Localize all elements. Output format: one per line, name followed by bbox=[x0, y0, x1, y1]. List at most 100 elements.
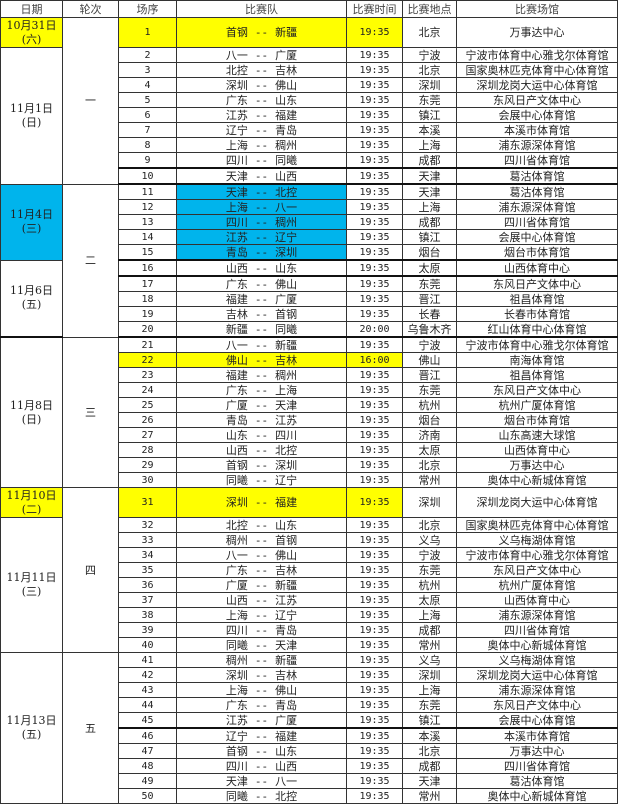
table-row: 9 四川 -- 同曦 19:35 成都 四川省体育馆 bbox=[1, 152, 618, 169]
home-team: 福建 bbox=[225, 368, 248, 382]
table-row: 11月1日 (日) 2 八一 -- 广厦 19:35 宁波 宁波市体育中心雅戈尔体育馆 bbox=[0, 47, 618, 185]
seq-cell: 45 bbox=[118, 712, 177, 729]
city-cell: 东莞 bbox=[402, 382, 457, 398]
city-cell: 晋江 bbox=[402, 367, 457, 383]
teams-cell: 广东 -- 上海 bbox=[176, 382, 347, 398]
seq-cell: 17 bbox=[118, 275, 177, 292]
header-teams: 比赛队 bbox=[176, 0, 347, 18]
date-label: 11月10日 bbox=[6, 488, 57, 502]
seq-cell: 21 bbox=[118, 336, 177, 353]
time-cell: 19:35 bbox=[346, 17, 403, 48]
city-cell: 成都 bbox=[402, 758, 457, 774]
date-label: 11月11日 bbox=[6, 571, 57, 584]
venue-cell: 葛沽体育馆 bbox=[456, 183, 618, 200]
teams-cell: 天津 -- 八一 bbox=[176, 773, 347, 789]
home-team: 天津 bbox=[225, 185, 248, 199]
venue-cell: 万事达中心 bbox=[456, 17, 618, 48]
table-row: 47 首钢 -- 山东 19:35 北京 万事达中心 bbox=[1, 743, 618, 759]
away-team: 首钢 bbox=[275, 307, 298, 321]
time-cell: 19:35 bbox=[346, 682, 403, 698]
time-cell: 19:35 bbox=[346, 667, 403, 683]
home-team: 天津 bbox=[225, 774, 248, 788]
home-team: 深圳 bbox=[225, 78, 248, 92]
venue-cell: 四川省体育馆 bbox=[456, 152, 618, 169]
away-team: 山东 bbox=[275, 744, 298, 758]
away-team: 佛山 bbox=[275, 548, 298, 562]
away-team: 江苏 bbox=[275, 413, 298, 427]
away-team: 佛山 bbox=[275, 277, 298, 291]
away-team: 北控 bbox=[275, 185, 298, 199]
seq-cell: 3 bbox=[118, 62, 177, 78]
time-cell: 19:35 bbox=[346, 788, 403, 804]
seq-cell: 5 bbox=[118, 92, 177, 108]
team-separator: -- bbox=[254, 713, 269, 727]
header-time: 比赛时间 bbox=[346, 0, 403, 18]
weekday-label: (日) bbox=[21, 115, 42, 129]
team-separator: -- bbox=[254, 774, 269, 788]
header-round: 轮次 bbox=[62, 0, 119, 18]
venue-cell: 浦东源深体育馆 bbox=[456, 682, 618, 698]
time-cell: 19:35 bbox=[346, 712, 403, 729]
home-team: 稠州 bbox=[225, 653, 248, 667]
city-cell: 镇江 bbox=[402, 229, 457, 245]
time-cell: 19:35 bbox=[346, 183, 403, 200]
date-label: 11月13日 bbox=[6, 714, 57, 727]
table-row: 27 山东 -- 四川 19:35 济南 山东高速大球馆 bbox=[1, 427, 618, 443]
round-cell: 四 bbox=[62, 487, 119, 653]
team-separator: -- bbox=[254, 533, 269, 547]
teams-cell: 八一 -- 佛山 bbox=[176, 547, 347, 563]
header-venue: 比赛场馆 bbox=[456, 0, 618, 18]
date-label: 10月31日 bbox=[6, 18, 57, 32]
team-separator: -- bbox=[254, 443, 269, 457]
team-separator: -- bbox=[254, 563, 269, 577]
city-cell: 上海 bbox=[402, 607, 457, 623]
time-cell: 19:35 bbox=[346, 62, 403, 78]
venue-cell: 宁波市体育中心雅戈尔体育馆 bbox=[456, 336, 618, 353]
table-row: 49 天津 -- 八一 19:35 天津 葛沽体育馆 bbox=[1, 773, 618, 789]
teams-cell: 福建 -- 稠州 bbox=[176, 367, 347, 383]
time-cell: 19:35 bbox=[346, 547, 403, 563]
time-cell: 19:35 bbox=[346, 306, 403, 322]
time-cell: 19:35 bbox=[346, 382, 403, 398]
city-cell: 北京 bbox=[402, 17, 457, 48]
team-separator: -- bbox=[254, 698, 269, 712]
away-team: 佛山 bbox=[275, 683, 298, 697]
table-row: 3 北控 -- 吉林 19:35 北京 国家奥林匹克体育中心体育馆 bbox=[1, 62, 618, 78]
away-team: 山西 bbox=[275, 169, 298, 183]
team-separator: -- bbox=[254, 729, 269, 743]
header-row: 日期 轮次 场序 比赛队 比赛时间 比赛地点 比赛场馆 bbox=[0, 0, 618, 18]
team-separator: -- bbox=[254, 48, 269, 62]
table-row: 30 同曦 -- 辽宁 19:35 常州 奥体中心新城体育馆 bbox=[1, 472, 618, 488]
table-row: 13 四川 -- 稠州 19:35 成都 四川省体育馆 bbox=[1, 214, 618, 230]
venue-cell: 四川省体育馆 bbox=[456, 622, 618, 638]
team-separator: -- bbox=[254, 138, 269, 152]
home-team: 山东 bbox=[225, 428, 248, 442]
home-team: 上海 bbox=[225, 138, 248, 152]
time-cell: 19:35 bbox=[346, 244, 403, 261]
home-team: 四川 bbox=[225, 623, 248, 637]
seq-cell: 34 bbox=[118, 547, 177, 563]
venue-cell: 山西体育中心 bbox=[456, 442, 618, 458]
away-team: 青岛 bbox=[275, 123, 298, 137]
home-team: 辽宁 bbox=[225, 729, 248, 743]
date-cell: 11月13日 (五) bbox=[0, 652, 63, 804]
city-cell: 烟台 bbox=[402, 412, 457, 428]
team-separator: -- bbox=[254, 398, 269, 412]
city-cell: 义乌 bbox=[402, 532, 457, 548]
time-cell: 19:35 bbox=[346, 122, 403, 138]
city-cell: 东莞 bbox=[402, 92, 457, 108]
schedule-body: 10月31日 (六) 一 1 首钢 -- 新疆 19:35 北京 万事达中心 11月1日 (日) 2 八一… bbox=[0, 17, 618, 804]
time-cell: 19:35 bbox=[346, 727, 403, 744]
seq-cell: 1 bbox=[118, 17, 177, 48]
teams-cell: 江苏 -- 辽宁 bbox=[176, 229, 347, 245]
date-cell: 10月31日 (六) bbox=[0, 17, 63, 48]
city-cell: 济南 bbox=[402, 427, 457, 443]
city-cell: 镇江 bbox=[402, 712, 457, 729]
time-cell: 19:35 bbox=[346, 229, 403, 245]
away-team: 广厦 bbox=[275, 713, 298, 727]
time-cell: 19:35 bbox=[346, 397, 403, 413]
team-separator: -- bbox=[254, 608, 269, 622]
home-team: 广东 bbox=[225, 383, 248, 397]
seq-cell: 2 bbox=[118, 47, 177, 63]
teams-cell: 稠州 -- 新疆 bbox=[176, 652, 347, 668]
